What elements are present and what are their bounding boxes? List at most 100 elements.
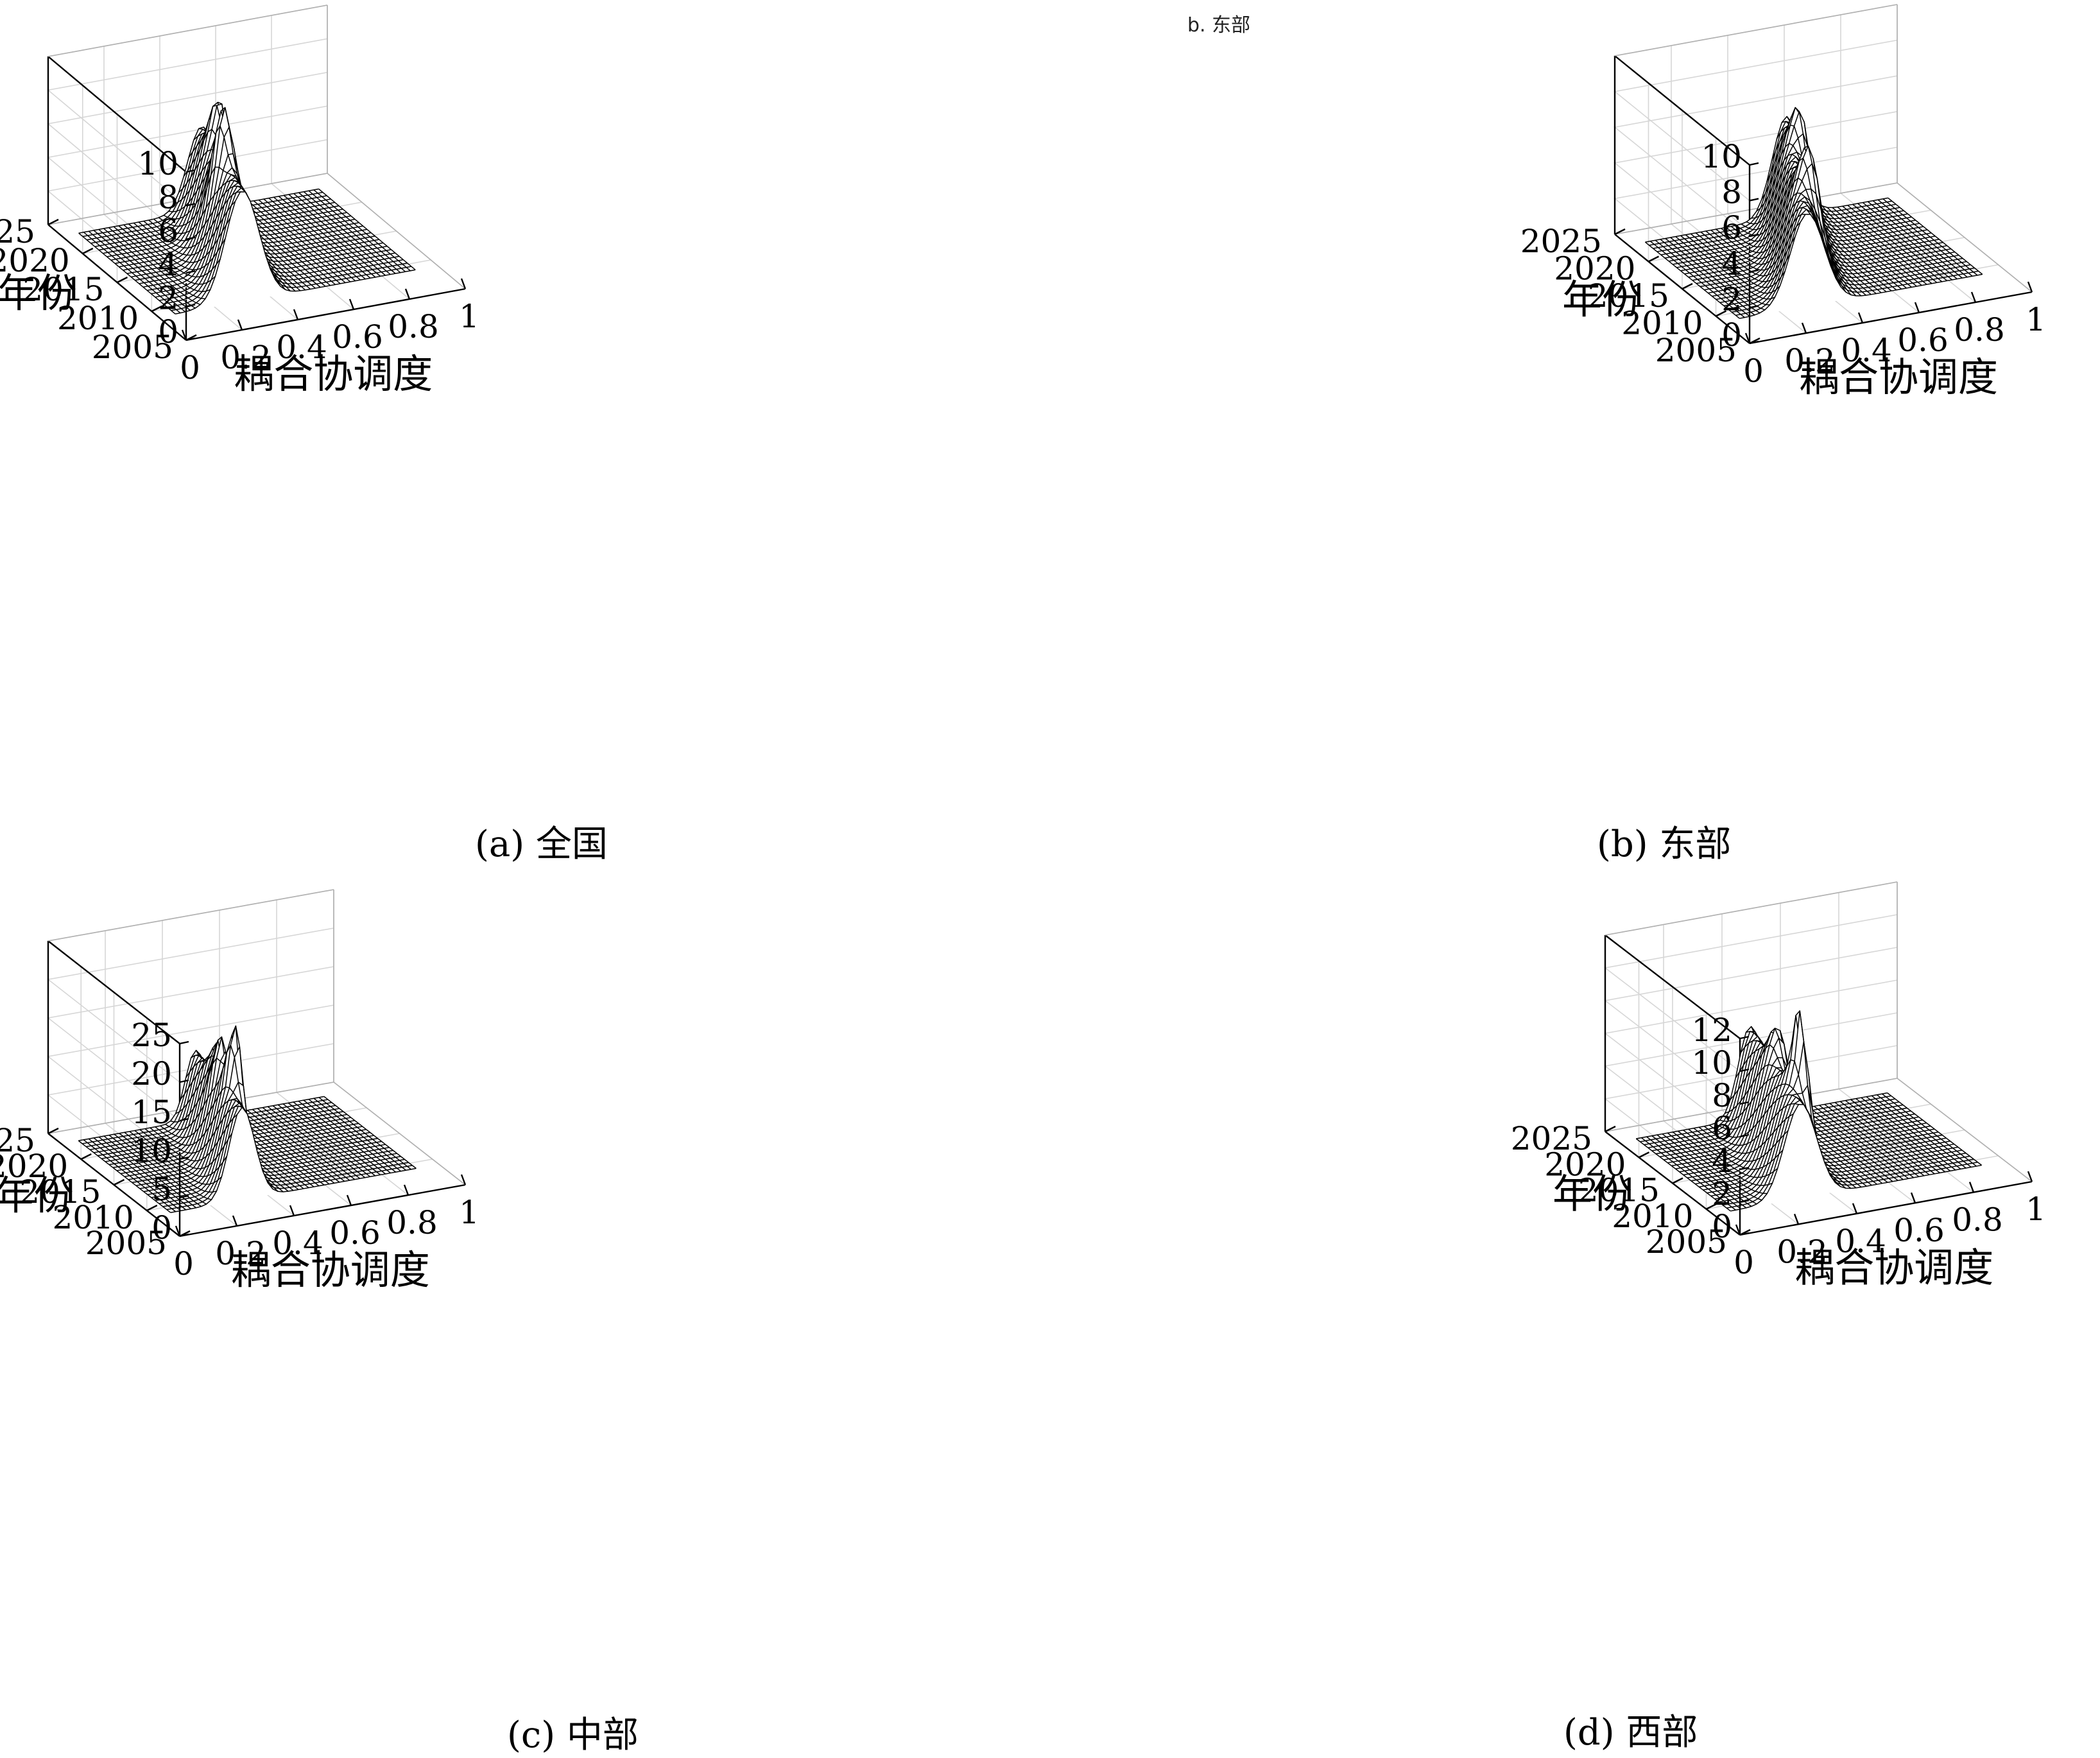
- surface-mesh-line: [293, 218, 297, 221]
- surface-mesh-line: [360, 239, 364, 242]
- surface-mesh-line: [363, 246, 367, 250]
- surface-mesh-line: [1913, 1118, 1917, 1121]
- surface-mesh-line: [273, 202, 277, 205]
- surface-mesh-line: [1816, 1117, 1820, 1121]
- surface-mesh-line: [306, 1166, 310, 1169]
- surface-mesh-line: [1699, 240, 1703, 243]
- surface-mesh-line: [1958, 275, 1962, 278]
- surface-mesh-line: [364, 242, 368, 245]
- surface-mesh-line: [1836, 211, 1840, 214]
- surface-mesh-line: [1924, 227, 1927, 230]
- surface-mesh-line: [101, 1144, 105, 1147]
- surface-mesh-line: [283, 1133, 287, 1137]
- surface-mesh-line: [1941, 1139, 1945, 1142]
- surface-mesh-line: [1919, 1117, 1923, 1120]
- surface-mesh-line: [262, 1123, 266, 1126]
- surface-mesh-line: [392, 270, 395, 273]
- surface-mesh-line: [152, 269, 156, 272]
- surface-mesh-line: [276, 209, 280, 212]
- z-tick-label: 10: [137, 145, 178, 182]
- surface-mesh-line: [329, 248, 333, 252]
- surface-mesh-line: [1655, 1143, 1658, 1146]
- surface-mesh-line: [1974, 272, 1977, 275]
- surface-mesh-line: [1846, 229, 1850, 232]
- surface-mesh-line: [1863, 273, 1866, 276]
- surface-mesh-line: [193, 1205, 196, 1208]
- z-tick-label: 10: [1701, 138, 1742, 175]
- surface-mesh-line: [390, 254, 394, 257]
- surface-mesh-line: [1911, 1111, 1915, 1114]
- surface-mesh-line: [1894, 212, 1898, 216]
- surface-mesh-line: [270, 1128, 274, 1132]
- surface-mesh-line: [325, 245, 329, 248]
- surface-mesh-line: [1898, 1106, 1902, 1109]
- surface-mesh-line: [346, 258, 350, 261]
- surface-mesh-line: [1832, 1125, 1836, 1128]
- surface-mesh-line: [366, 275, 370, 278]
- surface-mesh-line: [272, 227, 276, 230]
- surface-mesh-line: [1856, 1099, 1860, 1102]
- surface-mesh-line: [117, 1156, 121, 1159]
- surface-mesh-line: [1916, 236, 1920, 239]
- surface-mesh-line: [1912, 232, 1916, 236]
- surface-mesh-line: [1968, 273, 1972, 276]
- surface-mesh-line: [1907, 253, 1911, 256]
- surface-mesh-line: [1716, 299, 1720, 302]
- surface-mesh-line: [282, 1137, 286, 1141]
- surface-mesh-line: [1750, 297, 1754, 299]
- surface-mesh-line: [305, 1141, 309, 1144]
- surface-mesh-line: [1947, 246, 1951, 249]
- surface-mesh-line: [1685, 1156, 1689, 1159]
- surface-mesh-line: [1903, 1105, 1907, 1108]
- surface-mesh-line: [1941, 1154, 1945, 1157]
- surface-mesh-line: [1936, 1140, 1940, 1143]
- surface-mesh-line: [367, 229, 371, 232]
- surface-mesh-line: [122, 1141, 126, 1144]
- surface-mesh-line: [323, 275, 327, 278]
- surface-mesh-line: [1698, 1161, 1701, 1164]
- surface-mesh-line: [1826, 1116, 1830, 1119]
- surface-mesh-line: [347, 279, 350, 282]
- surface-mesh-line: [267, 227, 271, 230]
- surface-mesh-line: [319, 1157, 323, 1160]
- surface-mesh-line: [1823, 1108, 1827, 1112]
- surface-mesh-line: [1881, 277, 1884, 280]
- surface-mesh-line: [1873, 1107, 1877, 1110]
- surface-mesh-line: [1895, 1129, 1899, 1132]
- surface-mesh-line: [180, 292, 184, 295]
- surface-mesh-line: [1830, 1118, 1834, 1121]
- surface-mesh-line: [378, 1153, 382, 1157]
- surface-mesh-line: [302, 262, 306, 265]
- surface-mesh-line: [273, 1106, 277, 1109]
- surface-mesh-line: [1948, 261, 1952, 264]
- surface-mesh-line: [1889, 209, 1893, 212]
- surface-mesh-line: [1904, 261, 1908, 264]
- surface-mesh-line: [1929, 261, 1932, 264]
- surface-mesh-line: [131, 256, 135, 259]
- surface-mesh-line: [300, 270, 304, 273]
- surface-mesh-line: [136, 235, 140, 238]
- surface-mesh-line: [1854, 216, 1858, 219]
- surface-mesh-line: [365, 259, 369, 262]
- surface-mesh-line: [1906, 1112, 1909, 1115]
- surface-mesh-line: [323, 193, 327, 196]
- surface-mesh-line: [354, 223, 358, 227]
- surface-mesh-line: [287, 223, 291, 227]
- surface-mesh-line: [1859, 234, 1863, 237]
- surface-mesh-line: [298, 259, 302, 262]
- surface-mesh-line: [1698, 260, 1702, 263]
- surface-mesh-line: [1690, 1170, 1694, 1173]
- surface-mesh-line: [343, 271, 347, 274]
- surface-mesh-line: [178, 280, 182, 283]
- surface-mesh-line: [382, 1171, 386, 1174]
- surface-mesh-line: [140, 238, 144, 241]
- surface-mesh-line: [1859, 250, 1863, 253]
- surface-mesh-line: [79, 233, 83, 236]
- surface-mesh-line: [1855, 212, 1859, 215]
- surface-mesh-line: [1922, 250, 1925, 254]
- z-tick-mark: [180, 1042, 189, 1044]
- surface-mesh-line: [1677, 1165, 1681, 1168]
- surface-mesh-line: [1888, 1108, 1891, 1111]
- surface-mesh-line: [271, 230, 275, 234]
- chart-panel-central: 051015202500.20.40.60.812005201020152020…: [0, 877, 1050, 1754]
